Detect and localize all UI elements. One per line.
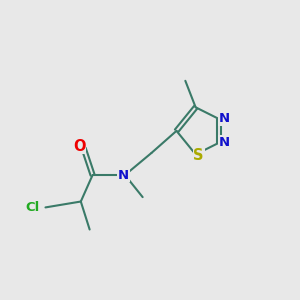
Text: O: O: [73, 139, 86, 154]
Text: S: S: [193, 148, 204, 164]
Text: N: N: [219, 112, 230, 125]
Text: Cl: Cl: [25, 201, 40, 214]
Text: N: N: [118, 169, 129, 182]
Text: N: N: [219, 136, 230, 148]
